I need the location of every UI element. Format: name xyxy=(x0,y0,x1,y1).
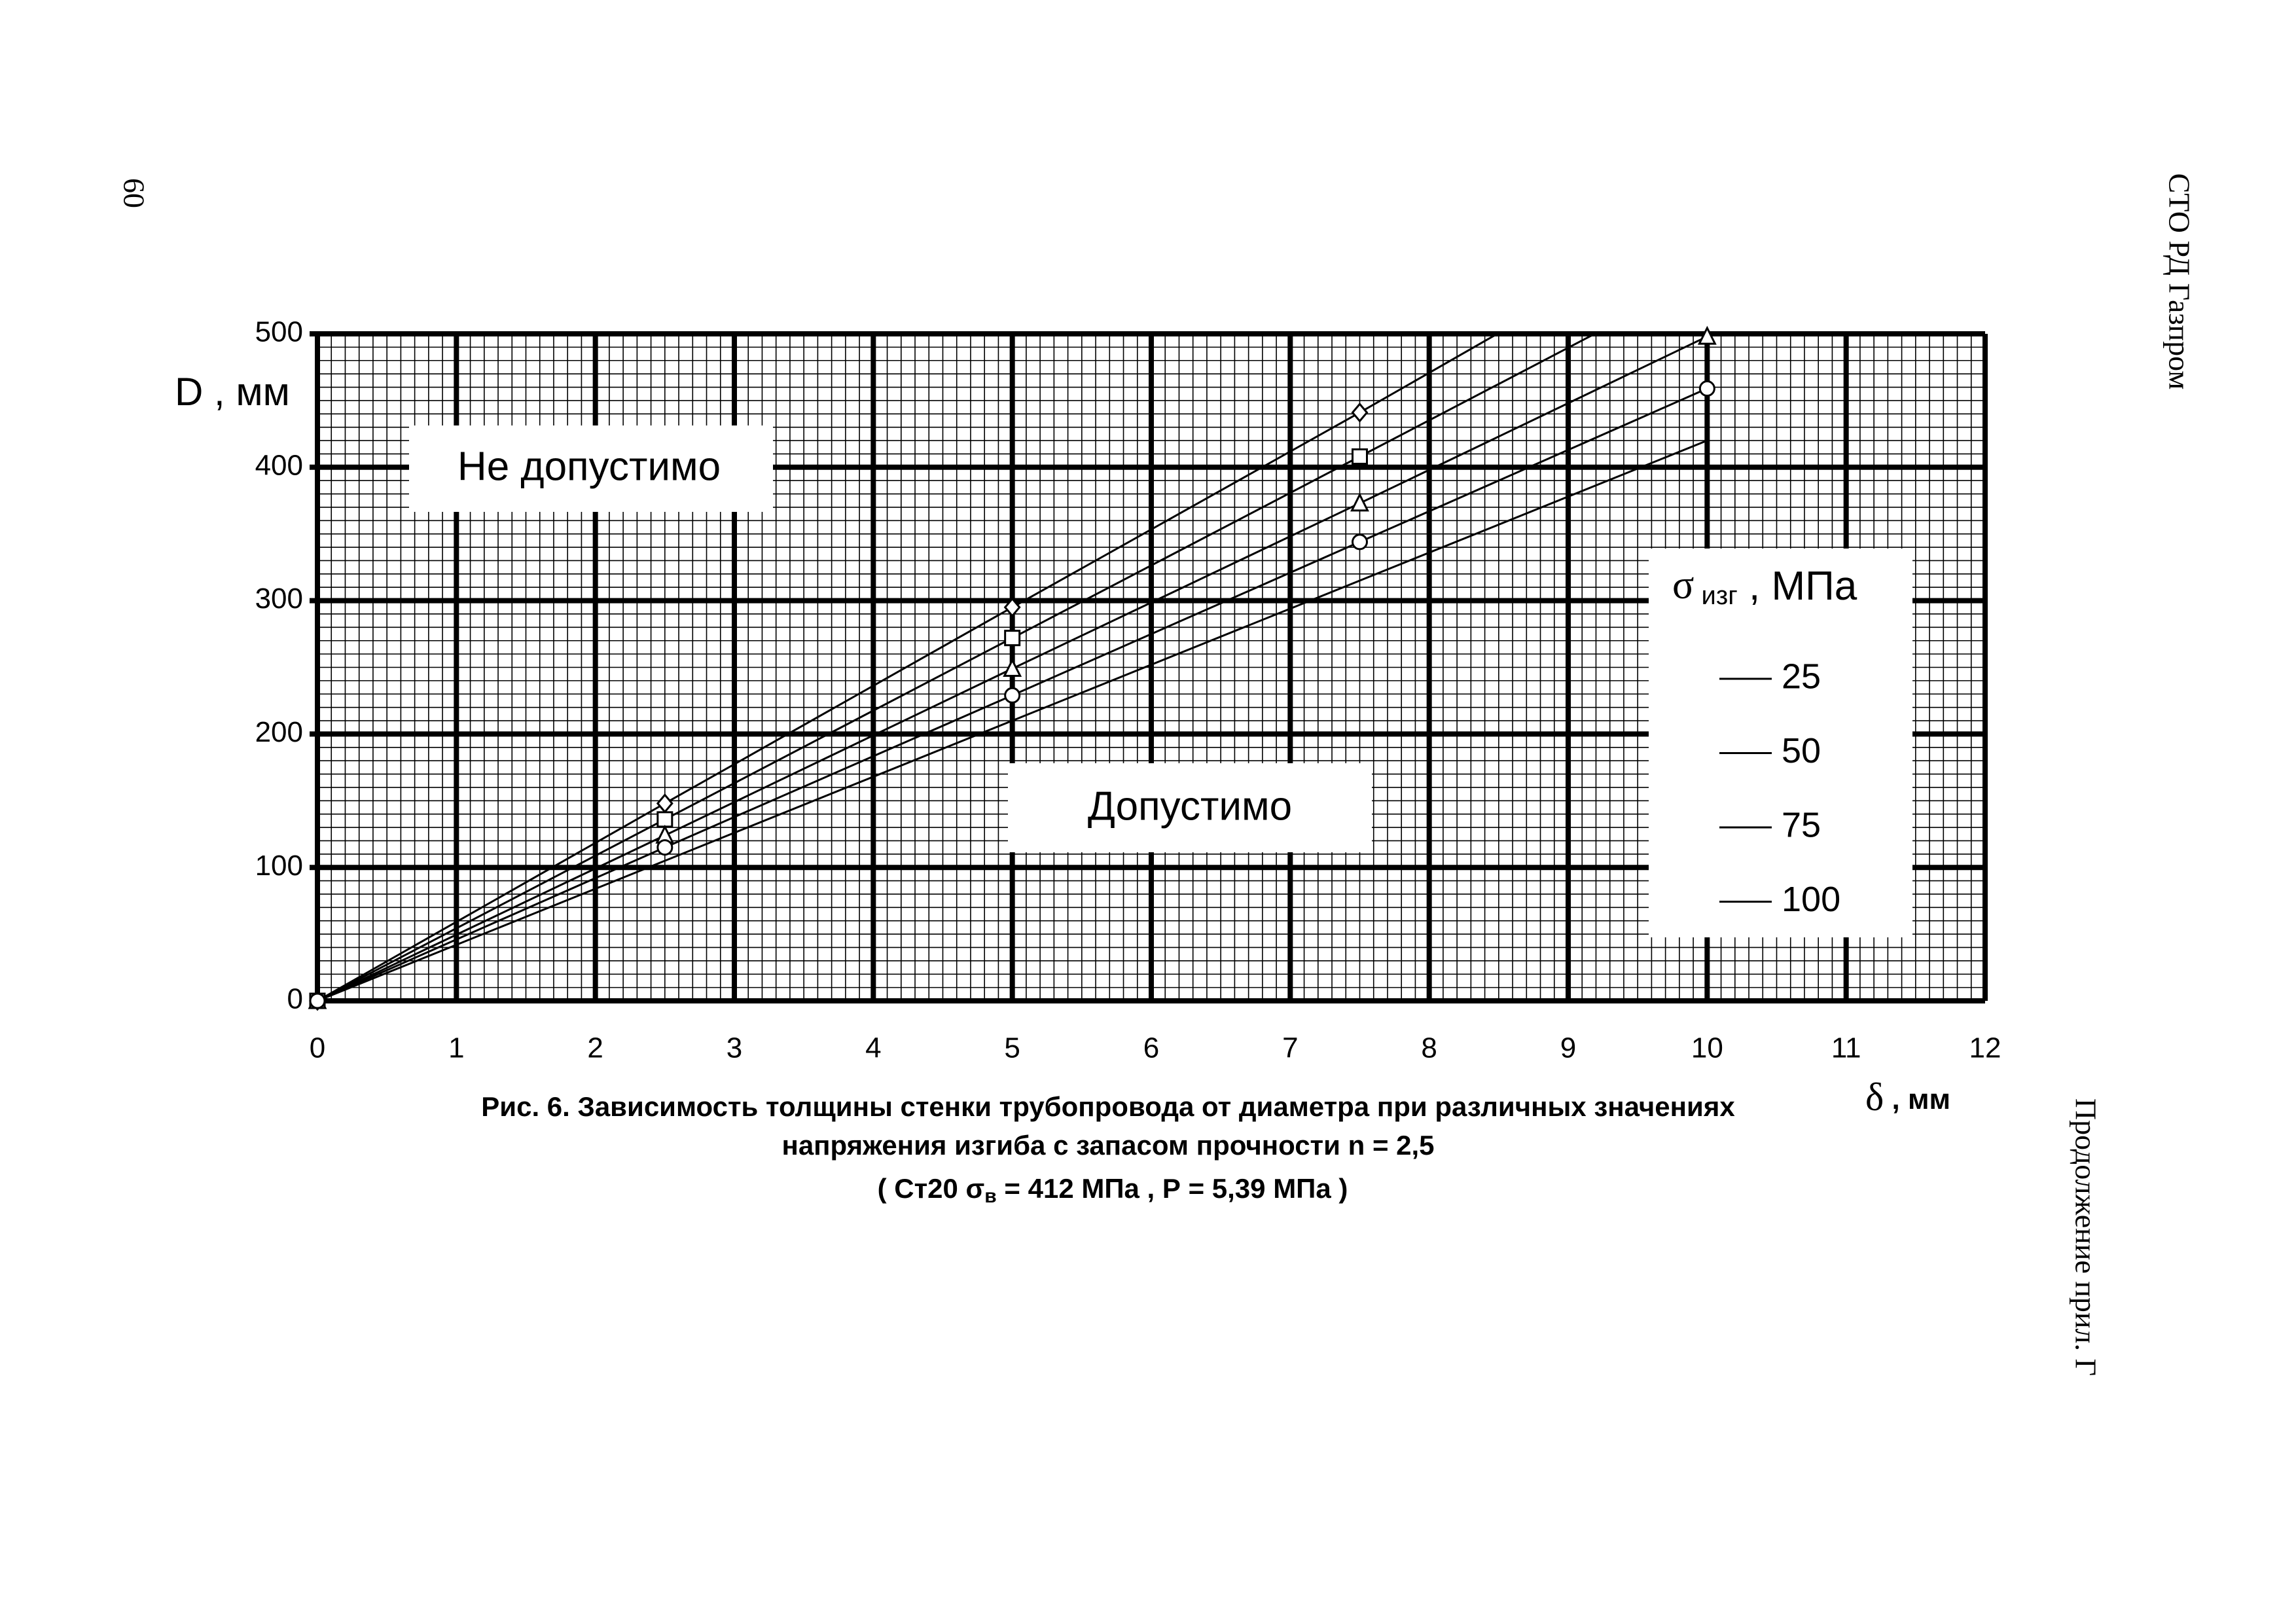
x-tick-label: 0 xyxy=(310,1032,325,1064)
legend-box xyxy=(1649,549,1912,937)
x-tick-label: 5 xyxy=(1004,1032,1020,1064)
marker xyxy=(1352,533,1368,550)
legend-label: 50 xyxy=(1782,731,1821,770)
marker xyxy=(1003,597,1021,618)
header: СТО РД Газпром xyxy=(2162,173,2196,390)
page-number: 60 xyxy=(117,178,151,208)
x-tick-label: 2 xyxy=(587,1032,603,1064)
caption-line: ( Ст20 σв = 412 МПа , Р = 5,39 МПа ) xyxy=(878,1173,1348,1207)
legend-label: 75 xyxy=(1782,805,1821,844)
annotation: Не допустимо xyxy=(457,444,721,489)
marker xyxy=(1004,630,1021,647)
x-tick-label: 1 xyxy=(448,1032,464,1064)
x-tick-label: 6 xyxy=(1143,1032,1159,1064)
caption-part: ( Ст20 σ xyxy=(878,1173,985,1204)
marker xyxy=(1352,448,1368,465)
y-tick-label: 500 xyxy=(255,316,303,348)
y-tick-label: 400 xyxy=(255,449,303,481)
marker xyxy=(1003,658,1022,677)
x-tick-label: 3 xyxy=(726,1032,742,1064)
x-tick-label: 4 xyxy=(865,1032,881,1064)
annotation: Допустимо xyxy=(1088,784,1292,829)
y-tick-label: 300 xyxy=(255,583,303,615)
legend-title-symbol: σ xyxy=(1672,563,1694,607)
legend-title-sub: изг xyxy=(1694,581,1737,610)
labels: D , мм δ , мм Рис. 6. Зависимость толщины … xyxy=(175,370,1950,1207)
marker xyxy=(1697,325,1717,345)
x-tick-label: 10 xyxy=(1691,1032,1723,1064)
x-axis-symbol: δ xyxy=(1865,1075,1884,1119)
x-tick-label: 8 xyxy=(1421,1032,1437,1064)
marker xyxy=(1350,492,1369,512)
legend-label: 100 xyxy=(1782,880,1840,919)
x-tick-label: 11 xyxy=(1831,1032,1861,1064)
marker xyxy=(1698,380,1715,397)
y-tick-label: 100 xyxy=(255,850,303,882)
caption-line: напряжения изгиба с запасом прочности n … xyxy=(781,1130,1434,1161)
x-tick-label: 12 xyxy=(1969,1032,2001,1064)
x-tick-label: 7 xyxy=(1282,1032,1298,1064)
legend-title-unit: , МПа xyxy=(1738,564,1857,609)
marker xyxy=(656,839,673,856)
caption-line: Рис. 6. Зависимость толщины стенки трубо… xyxy=(481,1091,1735,1122)
legend-label: 25 xyxy=(1782,657,1821,696)
marker xyxy=(1351,402,1369,423)
caption-sub: в xyxy=(984,1185,996,1207)
annotation-box xyxy=(409,425,773,512)
caption-part: = 412 МПа , Р = 5,39 МПа ) xyxy=(997,1173,1348,1204)
side-note: Продолжение прил. Г xyxy=(2069,1098,2102,1376)
marker xyxy=(309,992,326,1009)
y-axis-label: D , мм xyxy=(175,370,290,414)
x-axis-unit: , мм xyxy=(1884,1083,1950,1115)
y-tick-label: 0 xyxy=(287,983,303,1015)
x-axis-label: δ , мм xyxy=(1865,1075,1950,1119)
legend-title: σ изг , МПа xyxy=(1672,563,1857,609)
annotation-box xyxy=(1008,763,1372,852)
y-tick-label: 200 xyxy=(255,716,303,748)
legend: σ изг , МПа 25 50 75 100 xyxy=(1649,549,1912,937)
marker xyxy=(1004,687,1021,704)
x-tick-label: 9 xyxy=(1560,1032,1576,1064)
marker xyxy=(656,811,673,828)
series-line xyxy=(317,439,1708,1001)
annotations: Не допустимо Допустимо xyxy=(409,425,1372,852)
